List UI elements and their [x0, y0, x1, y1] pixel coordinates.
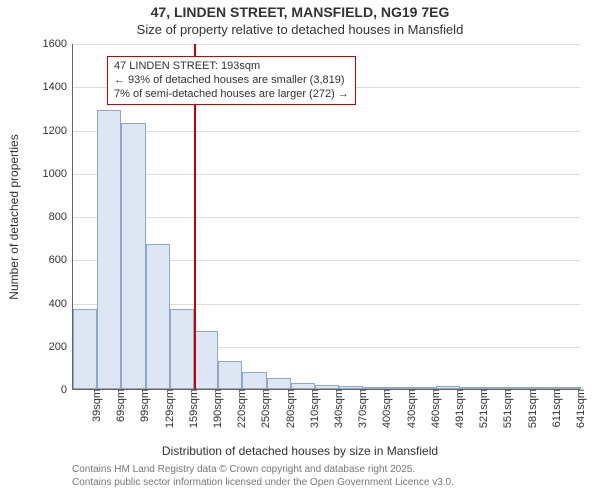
y-tick-label: 0: [61, 384, 73, 396]
gridline: [73, 131, 580, 132]
x-tick-label: 551sqm: [500, 389, 514, 428]
x-tick-label: 39sqm: [89, 389, 103, 422]
x-tick-label: 491sqm: [452, 389, 466, 428]
y-tick-label: 200: [49, 341, 73, 353]
x-tick-label: 220sqm: [234, 389, 248, 428]
y-tick-label: 1400: [43, 81, 73, 93]
x-axis-label: Distribution of detached houses by size …: [0, 444, 600, 458]
chart-container: { "title": "47, LINDEN STREET, MANSFIELD…: [0, 0, 600, 500]
bar: [121, 123, 145, 389]
bar: [194, 331, 218, 389]
y-tick-label: 1600: [43, 38, 73, 50]
gridline: [73, 174, 580, 175]
x-tick-label: 190sqm: [210, 389, 224, 428]
gridline: [73, 44, 580, 45]
x-tick-label: 521sqm: [476, 389, 490, 428]
bar: [97, 110, 121, 389]
credits-text: Contains HM Land Registry data © Crown c…: [72, 464, 454, 489]
chart-title: 47, LINDEN STREET, MANSFIELD, NG19 7EG: [0, 4, 600, 20]
chart-subtitle: Size of property relative to detached ho…: [0, 22, 600, 37]
y-tick-label: 600: [49, 254, 73, 266]
x-tick-label: 340sqm: [331, 389, 345, 428]
annotation-box: 47 LINDEN STREET: 193sqm ← 93% of detach…: [107, 56, 356, 105]
x-tick-label: 99sqm: [137, 389, 151, 422]
bar: [267, 378, 291, 389]
bar: [218, 361, 242, 389]
y-tick-label: 1000: [43, 168, 73, 180]
bar: [73, 309, 97, 389]
x-tick-label: 430sqm: [404, 389, 418, 428]
x-tick-label: 641sqm: [573, 389, 587, 428]
x-tick-label: 69sqm: [113, 389, 127, 422]
x-tick-label: 250sqm: [258, 389, 272, 428]
x-tick-label: 581sqm: [525, 389, 539, 428]
bar: [170, 309, 194, 389]
x-tick-label: 611sqm: [549, 389, 563, 427]
bar: [146, 244, 170, 389]
x-tick-label: 280sqm: [283, 389, 297, 428]
x-tick-label: 129sqm: [162, 389, 176, 428]
x-tick-label: 460sqm: [428, 389, 442, 428]
y-tick-label: 800: [49, 211, 73, 223]
bar: [242, 372, 266, 389]
y-axis-label: Number of detached properties: [7, 134, 21, 299]
gridline: [73, 217, 580, 218]
plot-area: 0200400600800100012001400160039sqm69sqm9…: [72, 44, 580, 390]
x-tick-label: 159sqm: [186, 389, 200, 428]
y-tick-label: 400: [49, 298, 73, 310]
x-tick-label: 370sqm: [355, 389, 369, 428]
y-tick-label: 1200: [43, 125, 73, 137]
x-tick-label: 310sqm: [307, 389, 321, 428]
x-tick-label: 400sqm: [379, 389, 393, 428]
